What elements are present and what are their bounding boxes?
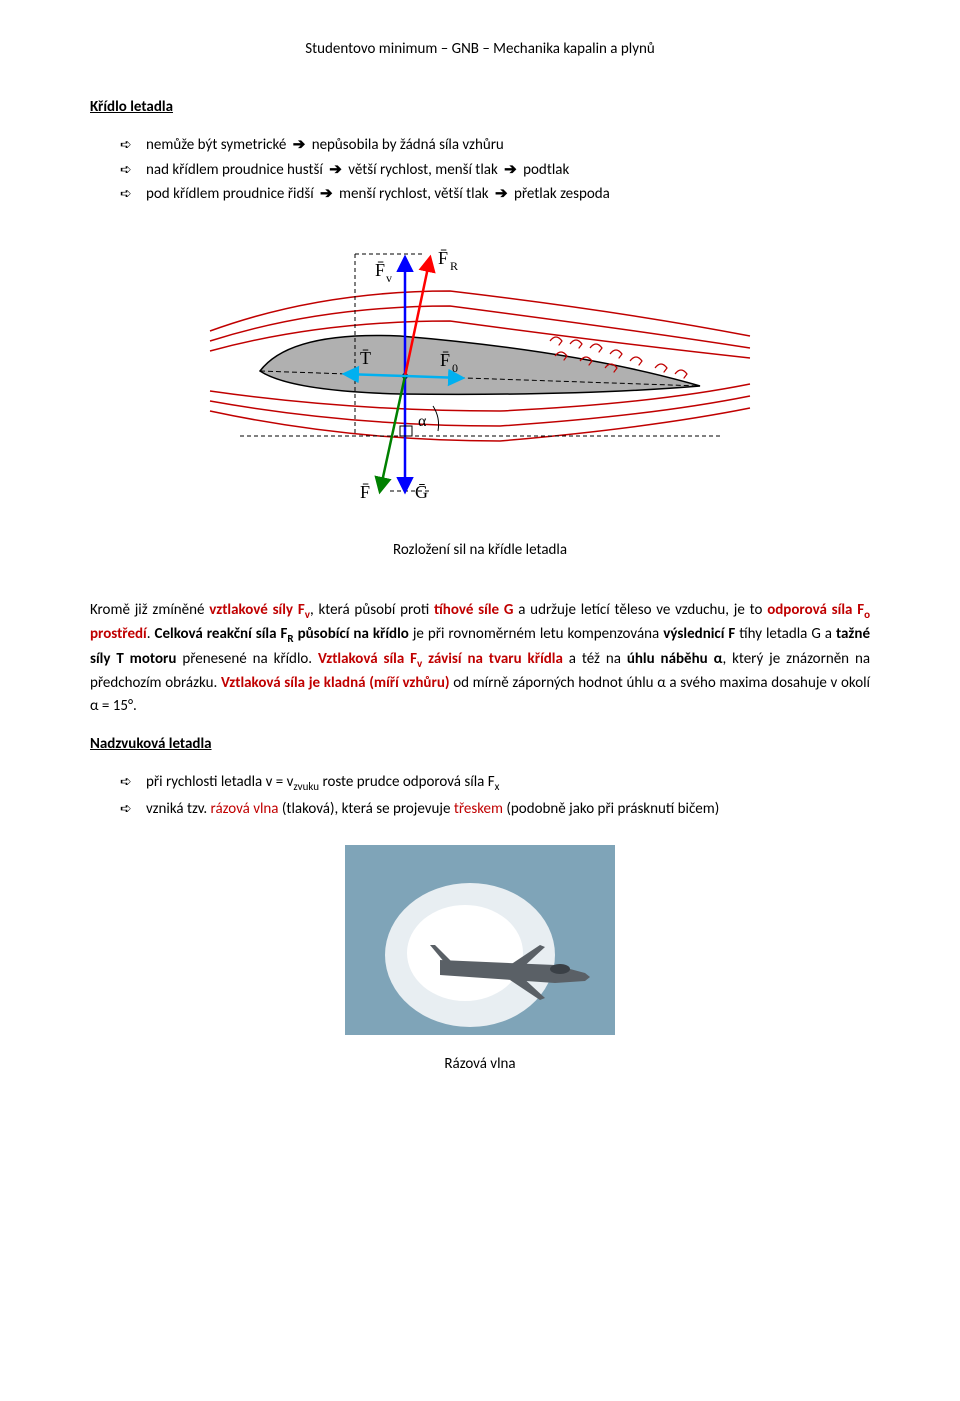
page-header: Studentovo minimum – GNB – Mechanika kap… [90, 40, 870, 58]
bullet-text: podtlak [520, 161, 570, 179]
wing-forces-diagram: F̄v F̄R Ḡ F̄ T̄ F̄0 α [90, 236, 870, 521]
arrow-icon: ➔ [290, 134, 309, 157]
text-bold: výslednicí F [663, 625, 735, 643]
list-item: pod křídlem proudnice řidší ➔ menší rych… [120, 183, 870, 206]
text: . [147, 625, 155, 643]
bullet-text: (tlaková), která se projevuje [278, 800, 453, 818]
bullet-text: roste prudce odporová síla F [319, 773, 495, 791]
text-red: třeskem [454, 800, 503, 818]
bullet-text: nepůsobila by žádná síla vzhůru [308, 136, 504, 154]
svg-text:F̄: F̄ [438, 248, 448, 268]
svg-text:F̄: F̄ [440, 350, 450, 370]
list-item: nemůže být symetrické ➔ nepůsobila by žá… [120, 134, 870, 157]
svg-text:F̄: F̄ [375, 260, 385, 280]
text-bold: úhlu náběhu α [627, 650, 723, 668]
bullet-text: pod křídlem proudnice řidší [146, 185, 317, 203]
bullet-text: nemůže být symetrické [146, 136, 290, 154]
text-bold: Celková reakční síla FR působící na kříd… [155, 625, 409, 643]
bullet-text: větší rychlost, menší tlak [345, 161, 501, 179]
text: a udržuje letící těleso ve vzduchu, je t… [513, 601, 767, 619]
svg-text:T̄: T̄ [360, 348, 371, 368]
body-paragraph: Kromě již zmíněné vztlakové síly Fv, kte… [90, 599, 870, 718]
svg-text:Ḡ: Ḡ [415, 482, 428, 502]
photo-caption: Rázová vlna [90, 1055, 870, 1073]
list-item: vzniká tzv. rázová vlna (tlaková), která… [120, 798, 870, 821]
text: , která působí proti [310, 601, 434, 619]
svg-text:α: α [418, 413, 427, 430]
diagram-caption: Rozložení sil na křídle letadla [90, 541, 870, 559]
bullet-text: vzniká tzv. [146, 800, 211, 818]
text: je při rovnoměrném letu kompenzována [409, 625, 663, 643]
text: a též na [563, 650, 627, 668]
subscript: zvuku [293, 780, 319, 793]
bullet-text: menší rychlost, větší tlak [336, 185, 492, 203]
text-red: rázová vlna [211, 800, 279, 818]
bullet-text: při rychlosti letadla v = v [146, 773, 293, 791]
text-emphasis: vztlakové síly Fv [209, 601, 310, 619]
section-title-wing: Křídlo letadla [90, 98, 870, 116]
list-item: nad křídlem proudnice hustší ➔ větší ryc… [120, 159, 870, 182]
section-title-supersonic: Nadzvuková letadla [90, 735, 870, 753]
arrow-icon: ➔ [326, 159, 345, 182]
svg-text:v: v [386, 271, 392, 285]
text: tíhy letadla G a [735, 625, 836, 643]
svg-text:F̄: F̄ [360, 482, 370, 502]
subscript: x [495, 780, 500, 793]
bullet-text: nad křídlem proudnice hustší [146, 161, 326, 179]
arrow-icon: ➔ [317, 183, 336, 206]
list-item: při rychlosti letadla v = vzvuku roste p… [120, 771, 870, 796]
svg-text:0: 0 [452, 361, 458, 375]
bullet-text: (podobně jako při prásknutí bičem) [503, 800, 719, 818]
wing-bullet-list: nemůže být symetrické ➔ nepůsobila by žá… [120, 134, 870, 206]
text-emphasis: Vztlaková síla Fv závisí na tvaru křídla [318, 650, 563, 668]
shockwave-photo [90, 845, 870, 1040]
text-emphasis: tíhové síle G [434, 601, 513, 619]
arrow-icon: ➔ [501, 159, 520, 182]
text: přenesené na křídlo. [176, 650, 318, 668]
bullet-text: přetlak zespoda [511, 185, 610, 203]
text-emphasis: Vztlaková síla je kladná (míří vzhůru) [221, 674, 450, 692]
supersonic-bullet-list: při rychlosti letadla v = vzvuku roste p… [120, 771, 870, 820]
text: Kromě již zmíněné [90, 601, 209, 619]
svg-text:R: R [450, 259, 458, 273]
arrow-icon: ➔ [492, 183, 511, 206]
